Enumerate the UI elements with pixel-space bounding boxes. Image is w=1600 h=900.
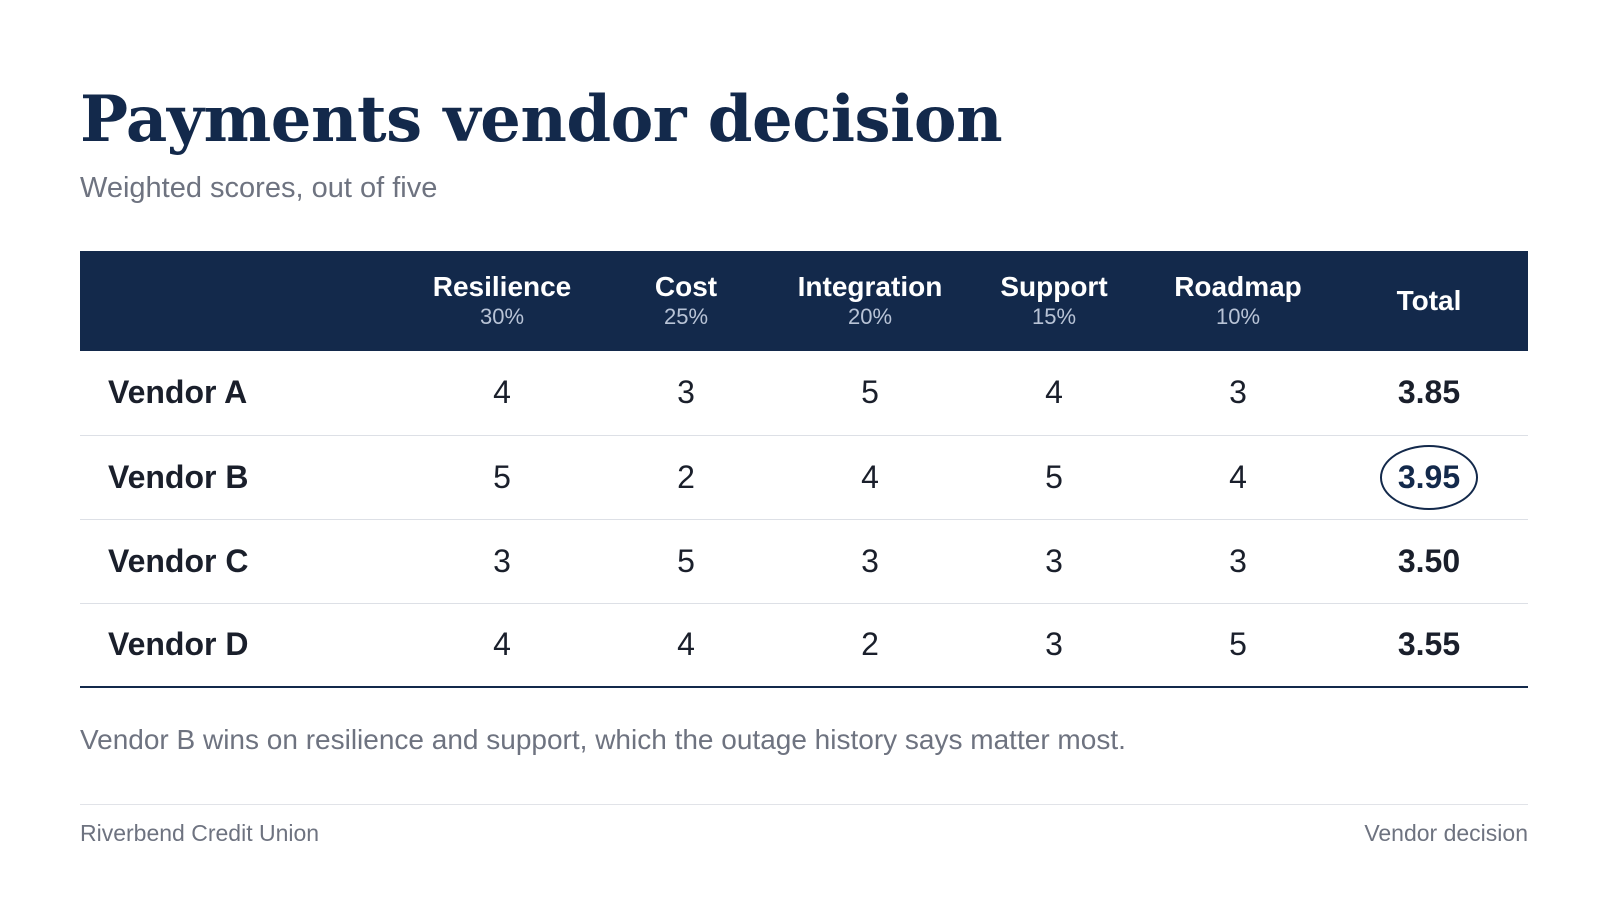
highlighted-total-value: 3.95: [1379, 444, 1479, 510]
total-cell: 3.95: [1330, 435, 1528, 519]
criterion-weight: 25%: [663, 304, 709, 329]
total-cell: 3.50: [1330, 519, 1528, 603]
header-criterion: Integration 20%: [778, 251, 962, 351]
vendor-name: Vendor B: [108, 458, 249, 495]
criterion-name: Cost: [654, 271, 718, 302]
header-total: Total: [1396, 285, 1462, 316]
header-criterion: Roadmap 10%: [1146, 251, 1330, 351]
table-row: Vendor D 4 4 2 3 5 3.55: [80, 603, 1528, 687]
table-row: Vendor A 4 3 5 4 3 3.85: [80, 351, 1528, 435]
criterion-weight: 20%: [847, 304, 893, 329]
criterion-name: Resilience: [432, 271, 572, 302]
header-criterion: Support 15%: [962, 251, 1146, 351]
page-subtitle: Weighted scores, out of five: [80, 172, 438, 204]
score-cell: 4: [493, 374, 511, 411]
score-cell: 5: [677, 542, 695, 579]
total-value: 3.85: [1397, 374, 1461, 411]
score-cell: 2: [677, 458, 695, 495]
criterion-weight: 10%: [1215, 304, 1261, 329]
footer-section-label: Vendor decision: [1364, 820, 1528, 846]
vendor-name: Vendor C: [108, 542, 249, 579]
score-cell: 5: [493, 458, 511, 495]
total-value: 3.55: [1397, 626, 1461, 663]
score-cell: 3: [1229, 374, 1247, 411]
score-cell: 5: [861, 374, 879, 411]
score-cell: 3: [1045, 542, 1063, 579]
vendor-name: Vendor A: [108, 374, 248, 411]
header-criterion: Cost 25%: [594, 251, 778, 351]
score-cell: 4: [861, 458, 879, 495]
score-cell: 5: [1045, 458, 1063, 495]
page-title: Payments vendor decision: [80, 82, 1003, 157]
score-cell: 5: [1229, 626, 1247, 663]
score-cell: 4: [1045, 374, 1063, 411]
header-criterion: Resilience 30%: [410, 251, 594, 351]
summary-note: Vendor B wins on resilience and support,…: [80, 724, 1126, 755]
criterion-weight: 30%: [479, 304, 525, 329]
table-row: Vendor C 3 5 3 3 3 3.50: [80, 519, 1528, 603]
table-row: Vendor B 5 2 4 5 4 3.95: [80, 435, 1528, 519]
criterion-name: Support: [1000, 271, 1108, 302]
total-value: 3.50: [1397, 542, 1461, 579]
score-cell: 3: [493, 542, 511, 579]
criterion-name: Integration: [797, 271, 943, 302]
score-cell: 3: [1045, 626, 1063, 663]
score-cell: 4: [1229, 458, 1247, 495]
criterion-name: Roadmap: [1174, 271, 1302, 302]
footer-divider: [80, 804, 1528, 805]
score-table: Resilience 30% Cost 25% Integration 20% …: [80, 251, 1528, 688]
criterion-weight: 15%: [1031, 304, 1077, 329]
header-vendor-cell: [80, 251, 410, 351]
vendor-name: Vendor D: [108, 626, 249, 663]
total-cell: 3.55: [1330, 603, 1528, 687]
footer-organization: Riverbend Credit Union: [80, 820, 320, 846]
score-cell: 3: [677, 374, 695, 411]
score-cell: 3: [861, 542, 879, 579]
score-cell: 2: [861, 626, 879, 663]
total-cell: 3.85: [1330, 351, 1528, 435]
score-cell: 4: [493, 626, 511, 663]
table-header-row: Resilience 30% Cost 25% Integration 20% …: [80, 251, 1528, 351]
score-cell: 4: [677, 626, 695, 663]
score-cell: 3: [1229, 542, 1247, 579]
